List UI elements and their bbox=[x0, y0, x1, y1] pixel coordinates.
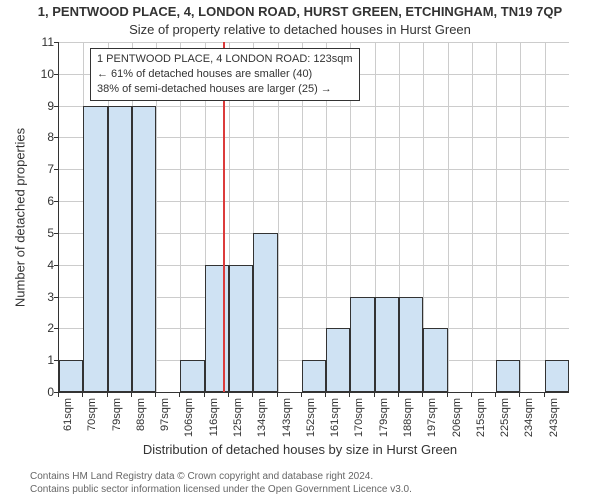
x-tick-mark bbox=[471, 393, 472, 397]
x-tick-label: 79sqm bbox=[111, 398, 123, 458]
x-tick-label: 70sqm bbox=[86, 398, 98, 458]
gridline-v bbox=[448, 42, 449, 392]
x-tick-mark bbox=[301, 393, 302, 397]
x-tick-mark bbox=[179, 393, 180, 397]
x-tick-label: 61sqm bbox=[62, 398, 74, 458]
x-tick-label: 116sqm bbox=[208, 398, 220, 458]
x-tick-mark bbox=[374, 393, 375, 397]
bar bbox=[59, 360, 83, 392]
x-tick-label: 179sqm bbox=[378, 398, 390, 458]
bar bbox=[302, 360, 326, 392]
x-tick-mark bbox=[107, 393, 108, 397]
x-tick-mark bbox=[58, 393, 59, 397]
bar bbox=[205, 265, 229, 392]
footnote-line-1: Contains HM Land Registry data © Crown c… bbox=[30, 470, 412, 483]
y-tick-label: 2 bbox=[24, 321, 54, 335]
y-tick-label: 4 bbox=[24, 258, 54, 272]
x-tick-mark bbox=[277, 393, 278, 397]
x-tick-mark bbox=[495, 393, 496, 397]
gridline-h bbox=[59, 42, 569, 43]
x-tick-label: 215sqm bbox=[475, 398, 487, 458]
y-tick-mark bbox=[54, 297, 58, 298]
footnote: Contains HM Land Registry data © Crown c… bbox=[30, 470, 412, 496]
y-tick-mark bbox=[54, 265, 58, 266]
page-title: 1, PENTWOOD PLACE, 4, LONDON ROAD, HURST… bbox=[0, 4, 600, 19]
x-tick-label: 88sqm bbox=[135, 398, 147, 458]
x-tick-mark bbox=[252, 393, 253, 397]
annotation-line-2: ← 61% of detached houses are smaller (40… bbox=[97, 67, 353, 82]
gridline-v bbox=[545, 42, 546, 392]
y-tick-mark bbox=[54, 360, 58, 361]
x-tick-label: 206sqm bbox=[451, 398, 463, 458]
x-tick-label: 197sqm bbox=[426, 398, 438, 458]
y-tick-label: 0 bbox=[24, 385, 54, 399]
bar bbox=[375, 297, 399, 392]
gridline-v bbox=[496, 42, 497, 392]
gridline-v bbox=[472, 42, 473, 392]
annotation-line-1: 1 PENTWOOD PLACE, 4 LONDON ROAD: 123sqm bbox=[97, 52, 353, 67]
annotation-box: 1 PENTWOOD PLACE, 4 LONDON ROAD: 123sqm … bbox=[90, 48, 360, 101]
bar bbox=[496, 360, 520, 392]
y-tick-mark bbox=[54, 137, 58, 138]
x-tick-mark bbox=[447, 393, 448, 397]
x-tick-label: 152sqm bbox=[305, 398, 317, 458]
x-tick-label: 188sqm bbox=[402, 398, 414, 458]
bar bbox=[423, 328, 447, 392]
y-tick-mark bbox=[54, 328, 58, 329]
x-tick-mark bbox=[349, 393, 350, 397]
gridline-v bbox=[520, 42, 521, 392]
bar bbox=[253, 233, 277, 392]
bar bbox=[229, 265, 253, 392]
y-tick-label: 5 bbox=[24, 226, 54, 240]
y-tick-mark bbox=[54, 201, 58, 202]
x-tick-label: 97sqm bbox=[159, 398, 171, 458]
bar bbox=[132, 106, 156, 392]
x-tick-mark bbox=[155, 393, 156, 397]
footnote-line-2: Contains public sector information licen… bbox=[30, 483, 412, 496]
y-tick-label: 7 bbox=[24, 162, 54, 176]
y-tick-label: 9 bbox=[24, 99, 54, 113]
x-tick-mark bbox=[519, 393, 520, 397]
x-tick-label: 143sqm bbox=[281, 398, 293, 458]
x-tick-label: 161sqm bbox=[329, 398, 341, 458]
y-tick-label: 11 bbox=[24, 35, 54, 49]
y-tick-mark bbox=[54, 106, 58, 107]
page-root: 1, PENTWOOD PLACE, 4, LONDON ROAD, HURST… bbox=[0, 0, 600, 500]
y-tick-mark bbox=[54, 233, 58, 234]
y-tick-label: 6 bbox=[24, 194, 54, 208]
y-tick-label: 1 bbox=[24, 353, 54, 367]
x-tick-mark bbox=[544, 393, 545, 397]
x-tick-label: 170sqm bbox=[353, 398, 365, 458]
page-subtitle: Size of property relative to detached ho… bbox=[0, 22, 600, 37]
x-tick-mark bbox=[325, 393, 326, 397]
x-tick-mark bbox=[204, 393, 205, 397]
annotation-line-3: 38% of semi-detached houses are larger (… bbox=[97, 82, 353, 97]
x-tick-mark bbox=[131, 393, 132, 397]
bar bbox=[180, 360, 204, 392]
y-tick-mark bbox=[54, 169, 58, 170]
x-tick-label: 106sqm bbox=[183, 398, 195, 458]
bar bbox=[326, 328, 350, 392]
bar bbox=[108, 106, 132, 392]
bar bbox=[545, 360, 569, 392]
x-tick-mark bbox=[422, 393, 423, 397]
x-tick-label: 125sqm bbox=[232, 398, 244, 458]
bar bbox=[399, 297, 423, 392]
y-tick-label: 8 bbox=[24, 130, 54, 144]
x-tick-label: 134sqm bbox=[256, 398, 268, 458]
x-tick-label: 225sqm bbox=[499, 398, 511, 458]
bar bbox=[83, 106, 107, 392]
x-tick-label: 234sqm bbox=[523, 398, 535, 458]
y-tick-label: 3 bbox=[24, 290, 54, 304]
bar bbox=[350, 297, 374, 392]
y-tick-mark bbox=[54, 74, 58, 75]
x-tick-mark bbox=[228, 393, 229, 397]
y-tick-mark bbox=[54, 42, 58, 43]
x-tick-mark bbox=[398, 393, 399, 397]
y-tick-label: 10 bbox=[24, 67, 54, 81]
x-tick-mark bbox=[82, 393, 83, 397]
x-tick-label: 243sqm bbox=[548, 398, 560, 458]
